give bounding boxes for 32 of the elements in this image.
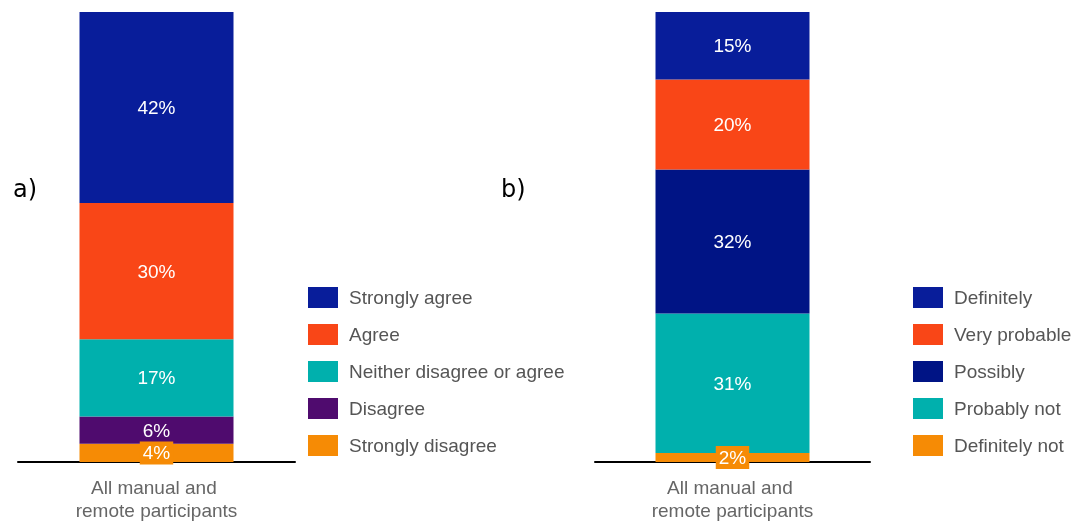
data-label: 17% xyxy=(137,367,176,389)
bar xyxy=(79,339,234,417)
data-label: 30% xyxy=(137,260,176,282)
bar xyxy=(655,79,810,170)
text: a) xyxy=(13,175,38,203)
data-label: 4% xyxy=(142,442,171,464)
bar xyxy=(655,169,810,314)
legend-label: Definitely not xyxy=(954,435,1065,456)
legend-label: Strongly disagree xyxy=(349,435,497,456)
data-label: 42% xyxy=(137,96,176,118)
legend-label: Disagree xyxy=(349,398,426,419)
bar xyxy=(79,202,234,340)
legend-label: Possibly xyxy=(954,361,1026,382)
legend-label: Neither disagree or agree xyxy=(349,361,565,382)
legend-label: Agree xyxy=(349,324,400,345)
x-tick-label: All manual and remote participants xyxy=(75,477,238,521)
text: b) xyxy=(501,175,526,203)
legend-label: Definitely xyxy=(954,287,1033,308)
data-label: 32% xyxy=(713,231,752,252)
bar xyxy=(79,12,234,203)
data-label: 20% xyxy=(713,114,752,135)
data-label: 6% xyxy=(142,419,171,441)
legend-label: Probably not xyxy=(954,398,1062,419)
data-label: 31% xyxy=(713,372,752,394)
bar xyxy=(655,12,810,80)
bar xyxy=(79,416,234,444)
bar xyxy=(655,313,810,453)
data-label: 2% xyxy=(718,447,747,468)
legend-label: Very probable xyxy=(954,324,1072,345)
data-label: 15% xyxy=(713,35,752,57)
legend-label: Strongly agree xyxy=(349,287,473,308)
x-tick-label: All manual and remote participants xyxy=(651,477,814,521)
